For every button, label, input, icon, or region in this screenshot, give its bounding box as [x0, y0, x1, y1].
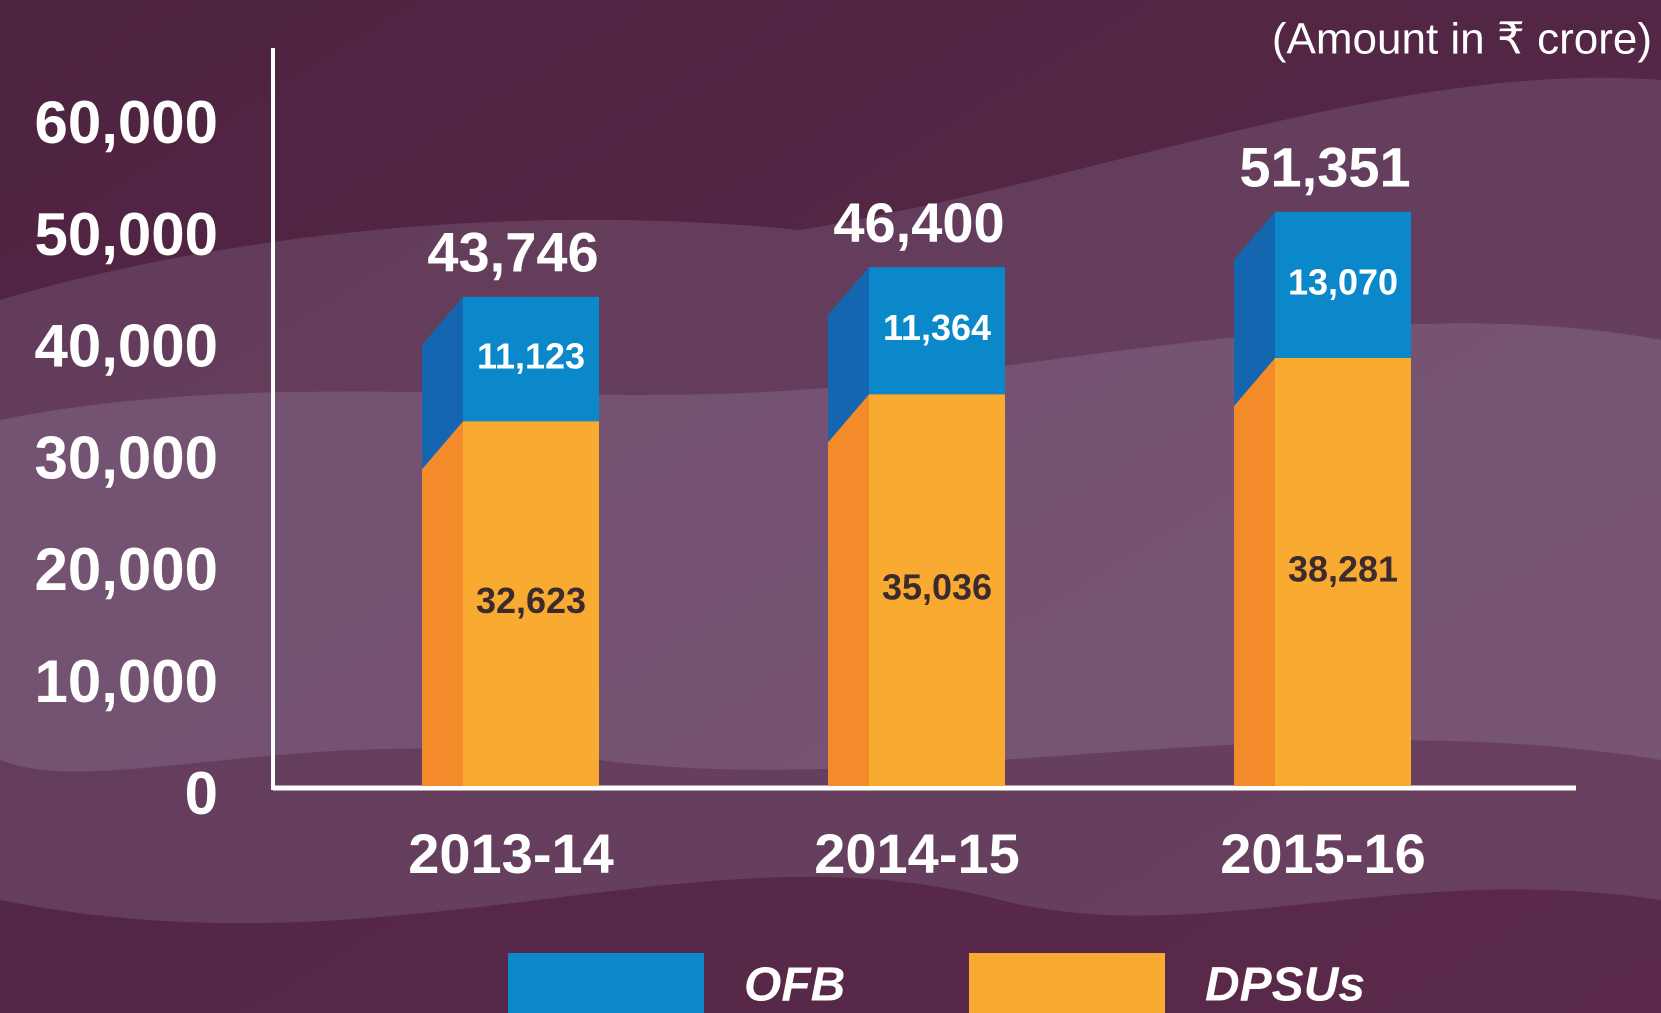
- bar-side: [1234, 211, 1275, 406]
- bar-segment: [1275, 211, 1411, 358]
- value-label: 11,123: [477, 336, 585, 377]
- legend-label: OFB: [744, 959, 845, 1012]
- subtitle: (Amount in ₹ crore): [1272, 15, 1652, 64]
- y-tick-label: 10,000: [34, 648, 218, 715]
- legend-swatch: [508, 953, 704, 1013]
- value-label: 35,036: [882, 567, 992, 608]
- total-label: 46,400: [833, 191, 1004, 254]
- legend-label: DPSUs: [1205, 959, 1365, 1012]
- y-tick-label: 40,000: [34, 313, 218, 380]
- total-label: 51,351: [1239, 136, 1410, 199]
- bar-side: [828, 394, 869, 786]
- bar-segment: [869, 267, 1005, 395]
- bar-side: [422, 421, 463, 786]
- bar-segment: [1275, 357, 1411, 786]
- value-label: 11,364: [883, 307, 991, 348]
- bar-segment: [463, 296, 599, 422]
- y-tick-label: 50,000: [34, 201, 218, 268]
- legend-swatch: [969, 953, 1165, 1013]
- y-tick-label: 30,000: [34, 424, 218, 491]
- value-label: 38,281: [1288, 548, 1398, 589]
- bar-segment: [869, 394, 1005, 786]
- value-label: 32,623: [476, 580, 586, 621]
- y-tick-label: 20,000: [34, 536, 218, 603]
- total-label: 43,746: [427, 221, 598, 284]
- x-tick-label: 2015-16: [1220, 822, 1426, 885]
- bar-segment: [463, 421, 599, 786]
- bar-side: [1234, 357, 1275, 786]
- value-label: 13,070: [1288, 261, 1398, 302]
- x-tick-label: 2014-15: [814, 822, 1020, 885]
- bar-side: [828, 267, 869, 443]
- y-tick-label: 0: [185, 760, 218, 827]
- x-tick-label: 2013-14: [408, 822, 614, 885]
- y-tick-label: 60,000: [34, 89, 218, 156]
- bar-side: [422, 296, 463, 470]
